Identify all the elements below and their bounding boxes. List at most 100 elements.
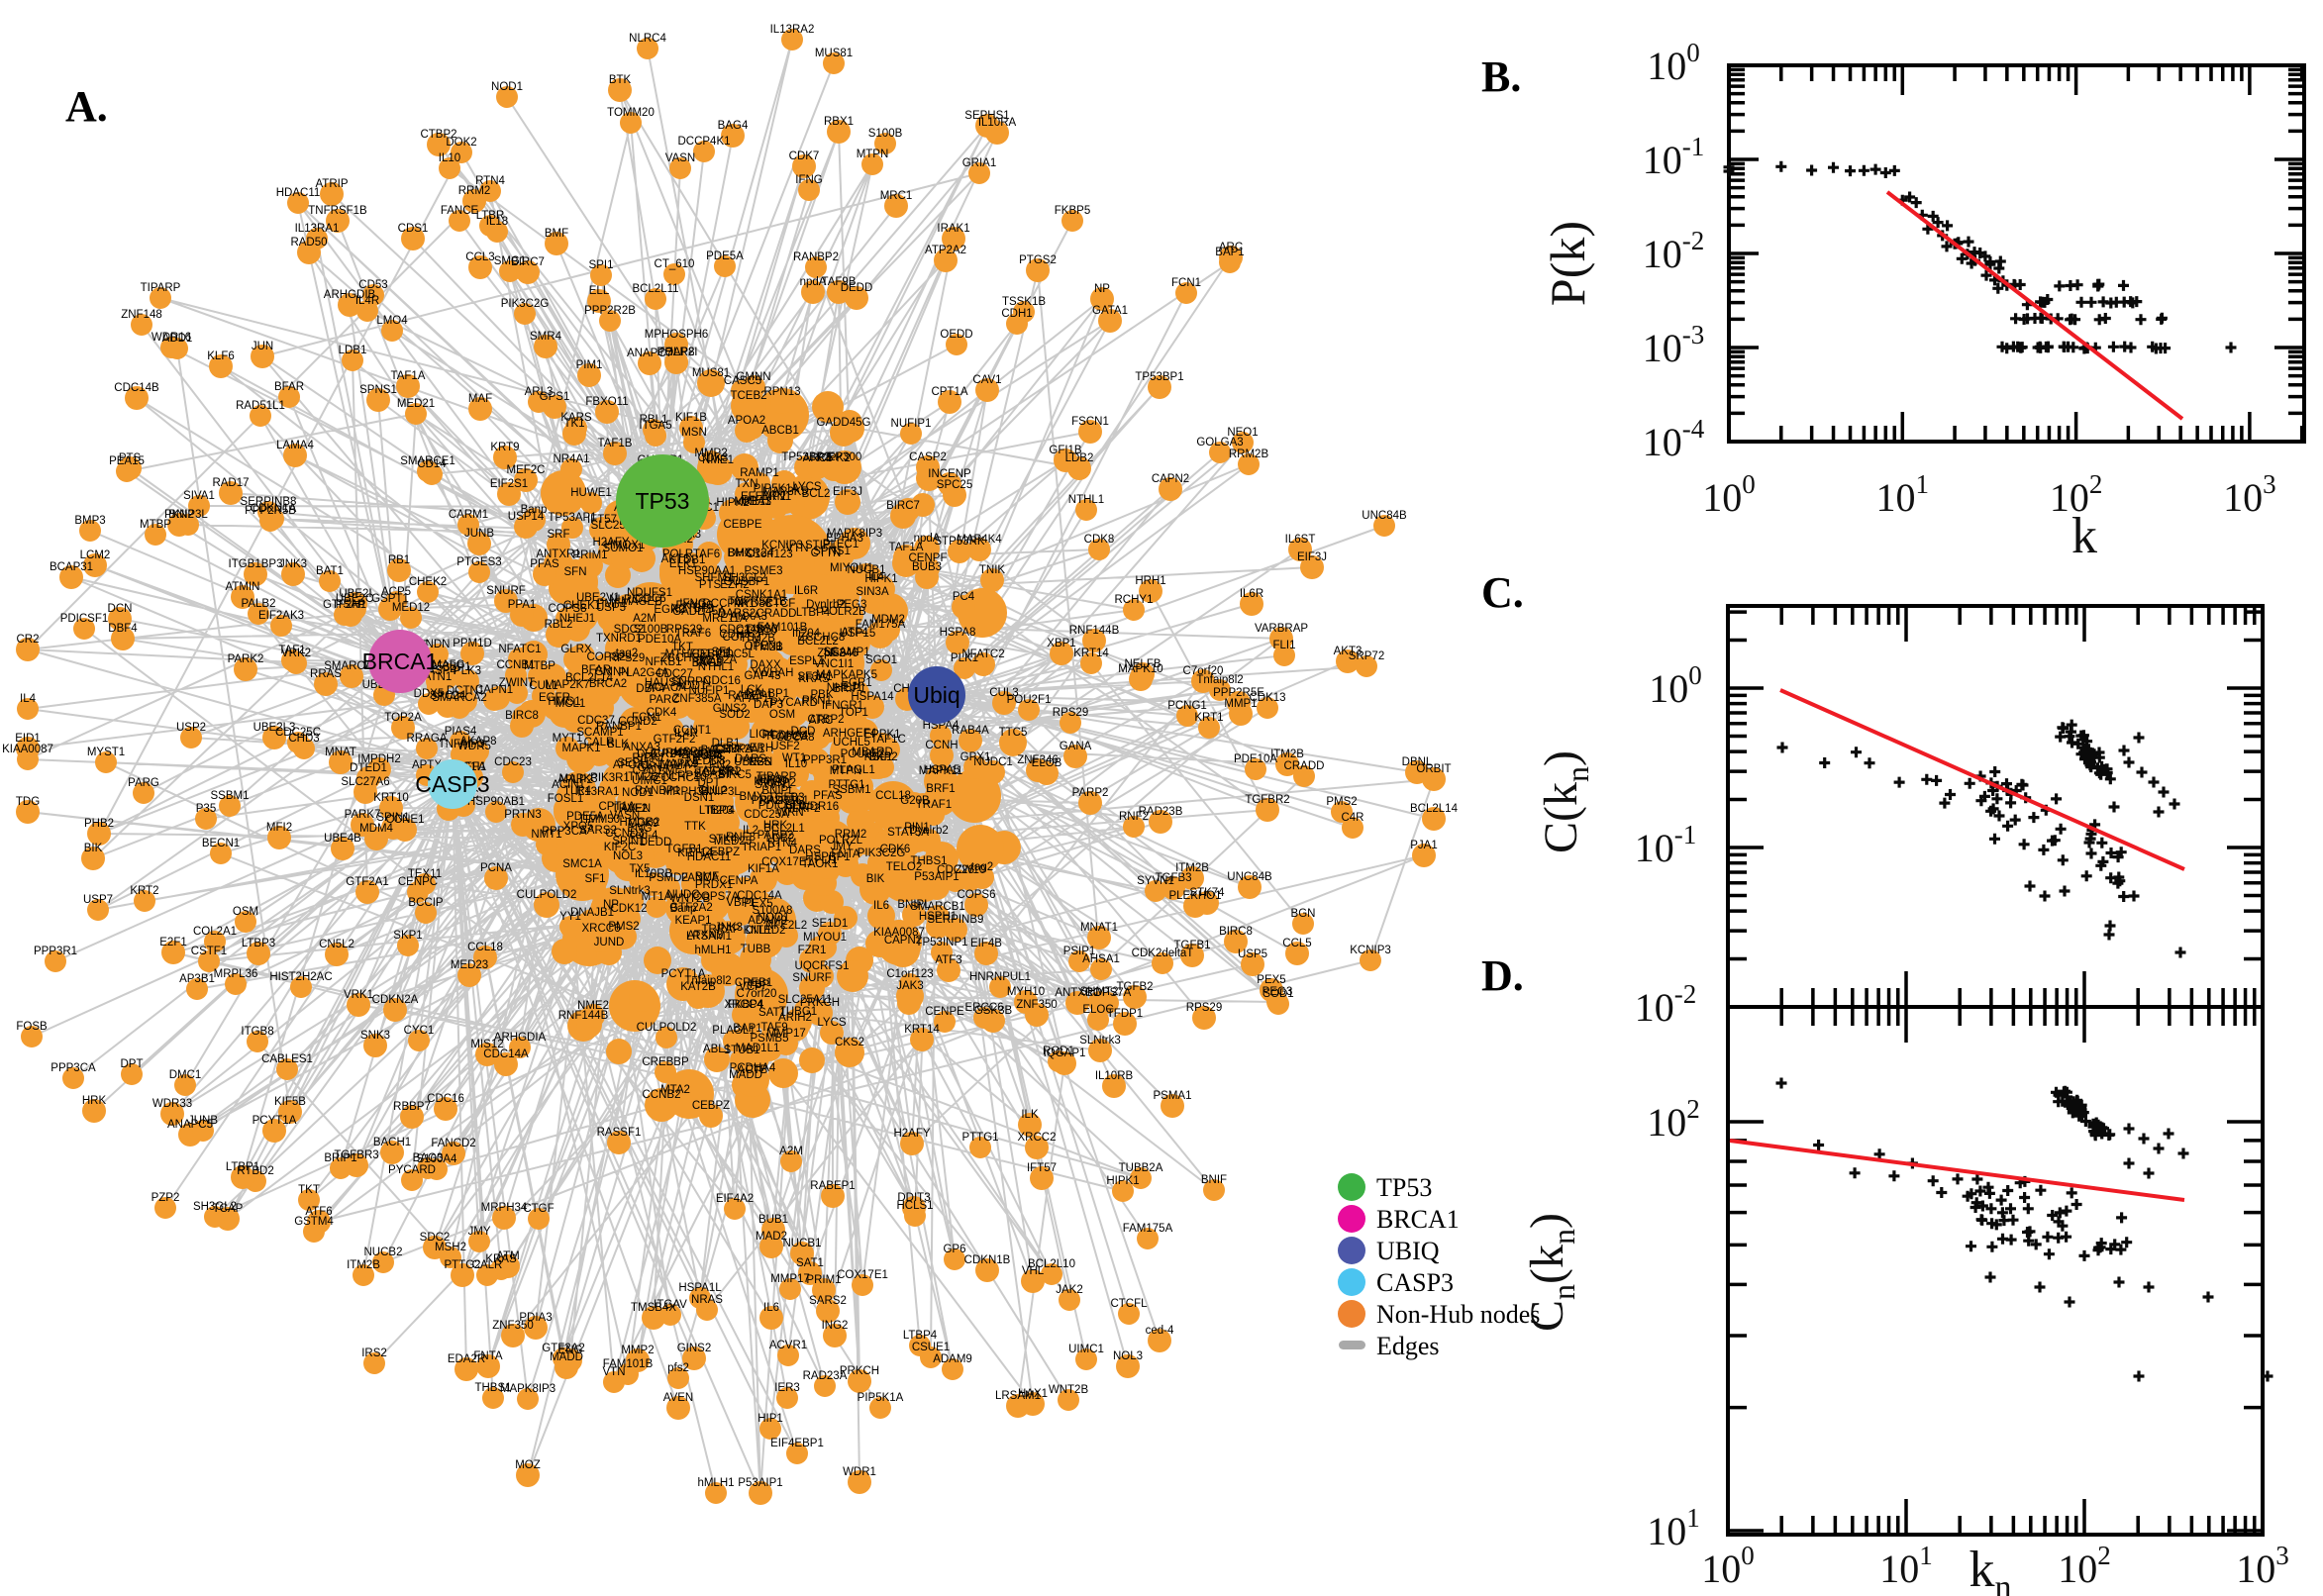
svg-text:AKT3: AKT3	[661, 553, 690, 565]
svg-text:PRKCH: PRKCH	[840, 1365, 879, 1377]
svg-text:GTF2A2: GTF2A2	[669, 902, 712, 914]
svg-text:APLP2: APLP2	[557, 774, 593, 786]
svg-text:USP5: USP5	[596, 602, 626, 614]
svg-text:NUDC1: NUDC1	[973, 756, 1013, 768]
svg-text:SNURF: SNURF	[486, 585, 526, 597]
svg-text:EP300: EP300	[828, 451, 862, 463]
svg-text:IRAK1: IRAK1	[937, 223, 969, 235]
svg-text:P53AIP1: P53AIP1	[738, 1477, 782, 1489]
svg-text:k: k	[2071, 508, 2097, 564]
svg-text:TRIAP1: TRIAP1	[742, 842, 781, 853]
svg-text:SARS2: SARS2	[809, 1295, 847, 1307]
svg-text:TP53BP1: TP53BP1	[422, 661, 470, 673]
svg-text:ATF6: ATF6	[305, 1206, 332, 1218]
svg-text:TP53BP1: TP53BP1	[1135, 371, 1183, 383]
svg-text:SPNS1: SPNS1	[813, 546, 851, 557]
svg-text:CTTN: CTTN	[811, 548, 842, 559]
svg-text:MRE11: MRE11	[734, 496, 771, 508]
svg-text:RPS29: RPS29	[1186, 1002, 1222, 1014]
svg-text:USP14: USP14	[508, 511, 545, 523]
svg-text:TX5: TX5	[629, 863, 650, 875]
svg-text:MRPH34: MRPH34	[663, 786, 710, 798]
svg-text:CDC27: CDC27	[656, 668, 693, 680]
svg-text:MTBP: MTBP	[524, 660, 556, 672]
svg-text:PDE5A: PDE5A	[566, 811, 604, 823]
svg-text:NEO1: NEO1	[1227, 427, 1258, 439]
svg-text:CT_610: CT_610	[655, 258, 695, 270]
svg-text:TRAF1: TRAF1	[916, 799, 952, 811]
svg-text:BNIPL: BNIPL	[761, 785, 795, 797]
svg-text:ACACA: ACACA	[647, 682, 686, 694]
svg-text:OSM: OSM	[233, 906, 258, 918]
svg-text:BIRC5: BIRC5	[718, 769, 752, 781]
svg-text:PTTG1: PTTG1	[828, 779, 864, 791]
svg-text:IRS2: IRS2	[361, 1347, 387, 1359]
svg-text:FZR1: FZR1	[798, 945, 827, 956]
svg-text:RAD17: RAD17	[212, 477, 249, 489]
svg-text:CCL18: CCL18	[875, 790, 911, 802]
svg-text:MAPKAPK5: MAPKAPK5	[816, 669, 877, 681]
svg-text:TGFBR2: TGFBR2	[1245, 794, 1289, 806]
svg-text:ESPL1: ESPL1	[789, 655, 825, 667]
svg-text:WDR1: WDR1	[843, 1466, 876, 1478]
svg-text:ZNF385A: ZNF385A	[672, 693, 722, 705]
svg-text:BMF: BMF	[695, 871, 719, 883]
svg-text:NLRP2: NLRP2	[783, 803, 820, 815]
svg-text:NTHL1: NTHL1	[1068, 494, 1104, 506]
svg-text:LYCS: LYCS	[792, 481, 822, 493]
svg-text:Edges: Edges	[1376, 1332, 1440, 1360]
svg-text:ZWINT: ZWINT	[499, 677, 535, 689]
svg-text:ATRIP: ATRIP	[315, 178, 348, 190]
svg-text:PIM1: PIM1	[576, 359, 603, 371]
svg-text:BIRC7: BIRC7	[886, 500, 920, 512]
svg-text:TNFAIP3: TNFAIP3	[439, 739, 485, 750]
svg-text:TAOK1: TAOK1	[802, 858, 839, 870]
svg-text:HSP90AA1: HSP90AA1	[678, 565, 736, 577]
svg-text:PFAS: PFAS	[530, 558, 559, 570]
svg-text:VCP: VCP	[739, 981, 762, 993]
svg-text:SARS2: SARS2	[579, 825, 617, 837]
svg-text:SPNS1: SPNS1	[359, 384, 397, 396]
svg-text:B.: B.	[1481, 52, 1521, 101]
svg-text:COX17E1: COX17E1	[761, 856, 813, 868]
svg-text:CABLES1: CABLES1	[261, 1053, 313, 1065]
svg-text:CDS1: CDS1	[398, 223, 429, 235]
svg-text:SIN3A: SIN3A	[856, 586, 889, 598]
svg-text:RAD23B: RAD23B	[1139, 806, 1183, 818]
svg-text:BCL2: BCL2	[802, 488, 831, 500]
svg-text:MMP1: MMP1	[1224, 698, 1257, 710]
svg-text:PLEKHO1: PLEKHO1	[1168, 890, 1221, 902]
svg-text:CAPN2: CAPN2	[1152, 473, 1189, 485]
svg-text:NUFIP1: NUFIP1	[891, 418, 932, 430]
svg-text:SH3GL2: SH3GL2	[193, 1201, 237, 1213]
svg-text:IL6ST: IL6ST	[1285, 534, 1316, 546]
svg-text:TFAP2C: TFAP2C	[764, 731, 807, 743]
svg-text:MAF: MAF	[468, 393, 492, 405]
svg-text:ADAM9: ADAM9	[748, 915, 787, 927]
svg-text:MAPK1: MAPK1	[562, 743, 601, 754]
svg-text:APOA1: APOA1	[613, 759, 651, 771]
svg-text:KIAA0087: KIAA0087	[873, 927, 925, 939]
svg-text:KIF2C: KIF2C	[604, 842, 637, 853]
svg-text:UBE2S: UBE2S	[734, 756, 771, 768]
svg-text:IL6R: IL6R	[794, 585, 818, 597]
svg-text:EID1: EID1	[15, 733, 41, 745]
svg-text:MADD: MADD	[729, 1069, 762, 1081]
svg-text:XRCC6: XRCC6	[582, 923, 621, 935]
svg-text:ANXA3: ANXA3	[730, 611, 767, 623]
svg-text:SPIN1: SPIN1	[376, 812, 409, 824]
svg-text:CRADD: CRADD	[757, 608, 797, 620]
svg-text:MNAT: MNAT	[325, 747, 356, 758]
svg-text:BLK: BLK	[607, 739, 629, 750]
svg-text:RAD50: RAD50	[290, 237, 327, 249]
svg-text:HNRNPUL1: HNRNPUL1	[969, 971, 1031, 983]
svg-text:NMT1: NMT1	[531, 829, 561, 841]
svg-text:BTK: BTK	[609, 74, 632, 86]
svg-text:NME1: NME1	[702, 454, 734, 466]
svg-text:BFAR: BFAR	[581, 664, 611, 676]
svg-text:PDE10A: PDE10A	[638, 634, 681, 646]
svg-text:C.: C.	[1481, 568, 1524, 617]
svg-text:BUB3: BUB3	[912, 561, 942, 573]
svg-text:TELO2: TELO2	[886, 861, 922, 873]
svg-text:TBP: TBP	[748, 979, 770, 991]
